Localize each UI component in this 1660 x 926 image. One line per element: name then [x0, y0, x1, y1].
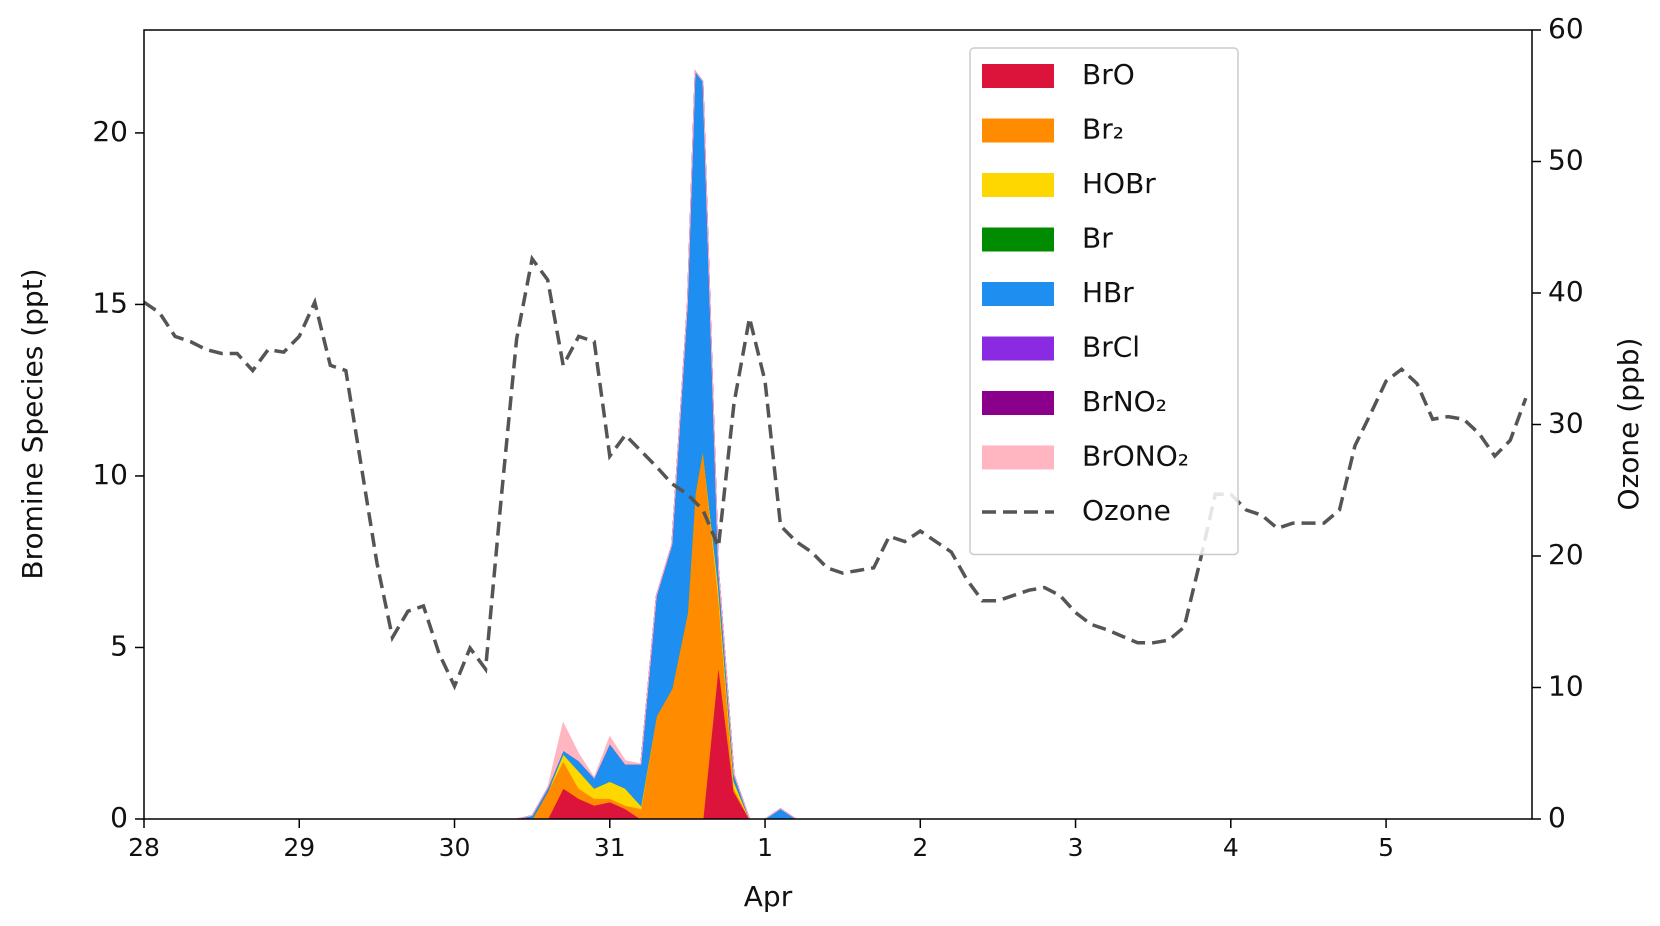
y2-tick-label: 30 [1548, 407, 1584, 440]
y-axis-label: Bromine Species (ppt) [16, 268, 49, 579]
y2-tick-label: 50 [1548, 144, 1584, 177]
y2-tick-label: 60 [1548, 12, 1584, 45]
x-tick-label: 1 [757, 833, 773, 862]
area [144, 664, 1532, 820]
legend-swatch [982, 282, 1054, 306]
y-tick-label: 5 [110, 629, 128, 662]
y-tick-label: 0 [110, 801, 128, 834]
area [144, 69, 1532, 820]
x-tick-label: 5 [1378, 833, 1394, 862]
legend-label: BrO [1082, 58, 1135, 91]
ozone-line [143, 254, 1528, 691]
y2-tick-label: 40 [1548, 275, 1584, 308]
x-tick-label: 30 [439, 833, 471, 862]
legend-swatch [982, 118, 1054, 143]
legend-swatch [982, 391, 1054, 415]
legend-label: BrCl [1082, 331, 1140, 364]
legend-label: Br₂ [1082, 113, 1124, 146]
y-tick-label: 15 [92, 286, 128, 319]
area [144, 448, 1532, 820]
area [144, 448, 1532, 820]
y2-tick-label: 20 [1548, 538, 1584, 571]
x-tick-label: 28 [128, 833, 160, 862]
legend-swatch [982, 173, 1054, 197]
legend-label: BrNO₂ [1082, 385, 1167, 418]
legend-swatch [982, 336, 1054, 361]
x-tick-label: 31 [594, 833, 626, 862]
legend-label: HBr [1082, 276, 1134, 309]
area [144, 69, 1532, 820]
x-tick-label: 29 [283, 833, 315, 862]
legend-label: Ozone [1082, 494, 1171, 527]
x-axis-label: Apr [744, 880, 793, 913]
area [144, 448, 1532, 820]
y2-tick-label: 0 [1548, 801, 1566, 834]
area [144, 69, 1532, 820]
legend-label: HOBr [1082, 167, 1156, 200]
y-tick-label: 20 [92, 115, 128, 148]
legend-swatch [982, 227, 1054, 252]
legend-label: BrONO₂ [1082, 440, 1189, 473]
x-tick-label: 4 [1223, 833, 1239, 862]
legend: BrO Br₂ HOBr Br HBr BrCl BrNO₂ BrONO₂ Ozone [969, 47, 1239, 556]
legend-label: Br [1082, 222, 1113, 255]
x-tick-label: 2 [912, 833, 928, 862]
legend-swatch [982, 64, 1054, 88]
area [144, 69, 1532, 820]
x-tick-label: 3 [1068, 833, 1084, 862]
y-tick-label: 10 [92, 458, 128, 491]
y2-axis-label: Ozone (ppb) [1612, 338, 1645, 511]
plot-frame [143, 29, 1533, 820]
y2-tick-label: 10 [1548, 670, 1584, 703]
legend-swatch [982, 445, 1054, 470]
